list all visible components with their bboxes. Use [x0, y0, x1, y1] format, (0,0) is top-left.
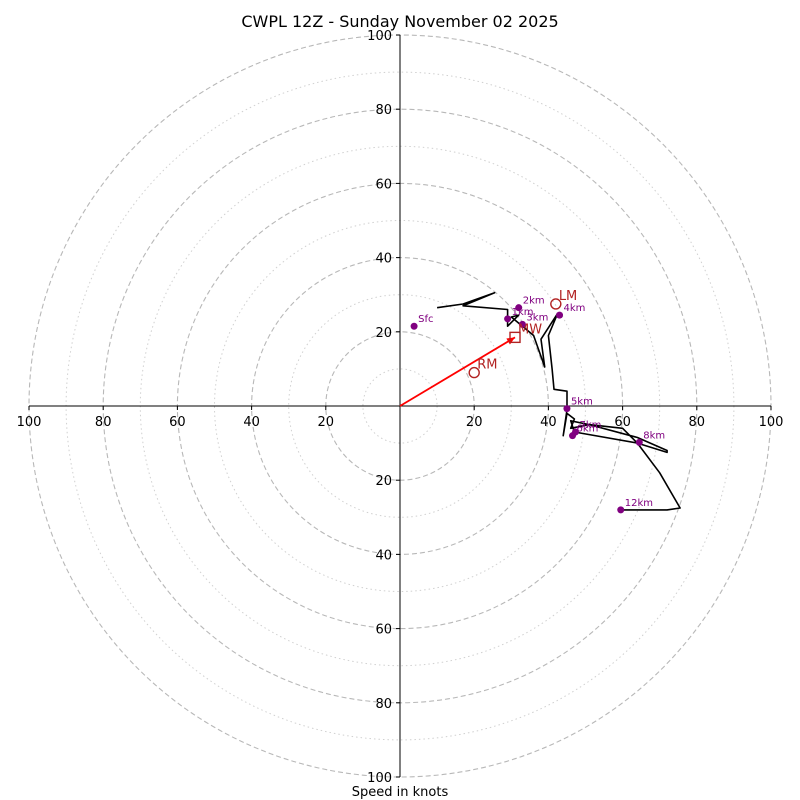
x-tick-label: 100: [17, 415, 42, 430]
height-marker-dot: [504, 315, 512, 323]
x-axis-label: Speed in knots: [352, 785, 449, 800]
height-marker-dot: [410, 322, 418, 330]
height-marker-label: 6km: [577, 424, 599, 435]
hodograph-trace: [436, 291, 681, 511]
hodograph-trace-layer: [436, 291, 681, 511]
x-tick-label: 80: [689, 415, 706, 430]
y-tick-label: 40: [375, 252, 392, 267]
axis-ticks: 100 80 60 40 20 20 40 60 80 100 100 80 60 40 20 20 40 60 8…: [17, 29, 784, 786]
y-tick-label: 60: [375, 623, 392, 638]
x-tick-label: 80: [95, 415, 112, 430]
y-tick-label: 20: [375, 474, 392, 489]
y-tick-label: 100: [367, 771, 392, 786]
x-tick-label: 60: [169, 415, 186, 430]
height-marker-dot: [563, 405, 571, 413]
storm-motion-label: MW: [518, 322, 542, 337]
chart-title: CWPL 12Z - Sunday November 02 2025: [241, 12, 558, 31]
storm-motion-marker: [509, 331, 521, 344]
storm-motion-label: RM: [477, 358, 497, 373]
height-marker-dot: [635, 438, 643, 446]
x-tick-label: 40: [540, 415, 557, 430]
height-marker-label: 8km: [643, 430, 665, 441]
y-tick-label: 80: [375, 103, 392, 118]
height-marker-label: 7km: [579, 420, 601, 431]
height-marker-label: 5km: [571, 397, 593, 408]
storm-motion-marker: [550, 298, 562, 310]
x-tick-label: 40: [243, 415, 260, 430]
height-marker-dot: [515, 304, 523, 312]
storm-motion-label: LM: [559, 289, 577, 304]
height-marker-label: 2km: [523, 296, 545, 307]
x-tick-label: 20: [318, 415, 335, 430]
storm-motion-markers: LM MW RM: [468, 289, 577, 379]
y-tick-label: 20: [375, 326, 392, 341]
height-marker-dot: [556, 311, 564, 319]
x-tick-label: 100: [759, 415, 784, 430]
height-marker-label: 1km: [512, 307, 534, 318]
height-marker-label: 4km: [564, 303, 586, 314]
shear-vector-layer: [399, 336, 516, 407]
y-tick-label: 60: [375, 177, 392, 192]
height-marker-dot: [617, 506, 625, 514]
height-marker-dot: [571, 428, 579, 436]
y-tick-label: 80: [375, 697, 392, 712]
y-tick-label: 40: [375, 548, 392, 563]
shear-vector: [399, 336, 516, 407]
storm-motion-marker: [468, 366, 480, 379]
x-tick-label: 60: [614, 415, 631, 430]
height-marker-label: 3km: [526, 312, 548, 323]
x-tick-label: 20: [466, 415, 483, 430]
height-marker-label: Sfc: [418, 314, 433, 325]
y-tick-label: 100: [367, 29, 392, 44]
height-marker-dot: [518, 320, 526, 328]
height-marker-label: 12km: [625, 498, 653, 509]
